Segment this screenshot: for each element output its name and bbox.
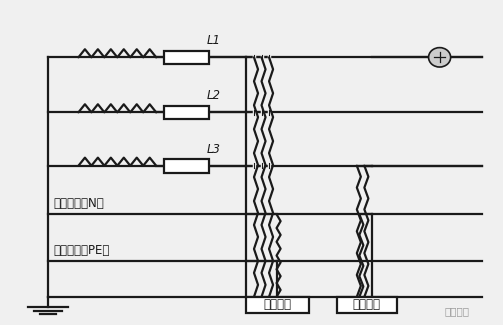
- Text: 电力实事: 电力实事: [445, 306, 470, 316]
- Text: L3: L3: [206, 143, 220, 156]
- Text: L2: L2: [206, 89, 220, 102]
- Text: 保护零线（PE）: 保护零线（PE）: [53, 244, 110, 257]
- Bar: [246, 297, 309, 313]
- Text: 三相设备: 三相设备: [264, 298, 292, 311]
- Bar: [163, 50, 209, 64]
- Bar: [163, 106, 209, 119]
- Text: 单相设备: 单相设备: [353, 298, 381, 311]
- Text: 工作零线（N）: 工作零线（N）: [53, 197, 104, 210]
- Text: L1: L1: [206, 34, 220, 47]
- Bar: [163, 159, 209, 173]
- Ellipse shape: [429, 48, 451, 67]
- Bar: [337, 297, 397, 313]
